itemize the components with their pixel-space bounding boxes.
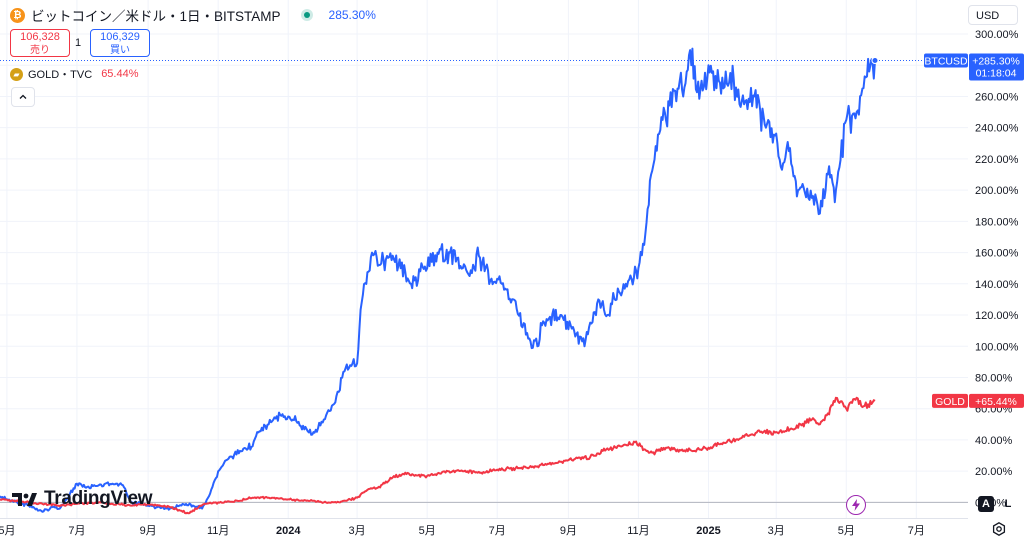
spread-value: 1	[75, 37, 82, 49]
gold-bars-icon: ▰	[10, 67, 23, 81]
sell-button[interactable]: 106,328 売り	[10, 29, 70, 57]
x-tick-label: 5月	[419, 525, 436, 537]
lightning-icon	[852, 499, 860, 511]
y-tick-label: 240.00%	[975, 123, 1019, 135]
tradingview-watermark[interactable]: TradingView	[12, 488, 153, 510]
y-tick-label: 200.00%	[975, 185, 1019, 197]
btc-name-tag-bg	[924, 53, 968, 68]
compare-legend-gold[interactable]: ▰ GOLD・TVC 65.44%	[10, 66, 139, 82]
x-tick-label: 7月	[489, 525, 506, 537]
y-tick-label: 20.00%	[975, 466, 1013, 478]
symbol-header: ₿ ビットコイン／米ドル・1日・BITSTAMP 285.30%	[10, 5, 376, 25]
auto-scale-button[interactable]: A	[978, 496, 994, 512]
chevron-up-icon	[19, 94, 27, 99]
btc-value-tag: +285.30%	[972, 56, 1020, 68]
series-layer	[0, 47, 879, 515]
collapse-legend-button[interactable]	[11, 87, 35, 107]
gold-series-line	[0, 396, 876, 515]
grid-layer	[0, 0, 968, 518]
buy-label: 買い	[110, 45, 130, 56]
btc-countdown: 01:18:04	[976, 68, 1017, 80]
settings-gear-icon[interactable]	[990, 520, 1008, 538]
y-tick-label: 300.00%	[975, 29, 1019, 41]
x-tick-label: 2025	[696, 525, 720, 537]
gold-value-tag-bg	[969, 393, 1024, 408]
x-tick-label: 3月	[349, 525, 366, 537]
currency-selector[interactable]: USD	[968, 5, 1018, 25]
log-scale-button[interactable]: L	[1004, 498, 1012, 510]
sell-label: 売り	[30, 45, 50, 56]
market-open-icon	[300, 9, 313, 21]
y-tick-label: 180.00%	[975, 216, 1019, 228]
x-tick-label: 5月	[0, 525, 15, 537]
btc-last-point	[871, 57, 879, 65]
x-tick-label: 11月	[207, 525, 229, 537]
x-tick-label: 7月	[68, 525, 85, 537]
btc-series-line	[0, 47, 876, 513]
y-tick-label: 40.00%	[975, 435, 1013, 447]
lightning-button[interactable]	[846, 495, 866, 515]
buy-button[interactable]: 106,329 買い	[90, 29, 150, 57]
tradingview-logo-icon	[12, 493, 37, 506]
buy-price: 106,329	[100, 31, 140, 43]
time-axis[interactable]: 5月 7月 9月 11月 2024 3月 5月 7月 9月 11月 2025 3月 5月 7月	[0, 525, 925, 537]
gold-value-tag: +65.44%	[975, 396, 1017, 408]
y-tick-label: 160.00%	[975, 248, 1019, 260]
x-tick-label: 2024	[276, 525, 301, 537]
gear-icon	[992, 522, 1006, 536]
y-tick-label: 120.00%	[975, 310, 1019, 322]
y-tick-label: 100.00%	[975, 341, 1019, 353]
y-tick-label: 220.00%	[975, 154, 1019, 166]
compare-change: 65.44%	[101, 68, 139, 80]
x-tick-label: 9月	[140, 525, 157, 537]
x-tick-label: 7月	[908, 525, 925, 537]
y-tick-label: 80.00%	[975, 372, 1013, 384]
x-tick-label: 3月	[768, 525, 785, 537]
bitcoin-coin-icon: ₿	[10, 7, 25, 23]
tradingview-logo-text: TradingView	[44, 488, 153, 509]
btc-value-tag-bg	[969, 53, 1024, 81]
price-axis[interactable]: 0.00%20.00%40.00%60.00%80.00%100.00%120.…	[975, 29, 1019, 509]
compare-label: GOLD・TVC	[28, 69, 93, 81]
x-tick-label: 9月	[560, 525, 577, 537]
series-labels: BTCUSD +285.30%01:18:04 GOLD +65.44%	[924, 53, 1024, 408]
gold-name-tag-bg	[932, 393, 968, 408]
x-tick-label: 11月	[627, 525, 649, 537]
gold-name-tag: GOLD	[935, 396, 965, 408]
y-tick-label: 260.00%	[975, 91, 1019, 103]
symbol-change: 285.30%	[328, 8, 376, 22]
btc-name-tag: BTCUSD	[924, 56, 968, 68]
symbol-title[interactable]: ビットコイン／米ドル・1日・BITSTAMP	[31, 9, 281, 24]
x-tick-label: 5月	[838, 525, 855, 537]
sell-price: 106,328	[20, 31, 60, 43]
y-tick-label: 140.00%	[975, 279, 1019, 291]
